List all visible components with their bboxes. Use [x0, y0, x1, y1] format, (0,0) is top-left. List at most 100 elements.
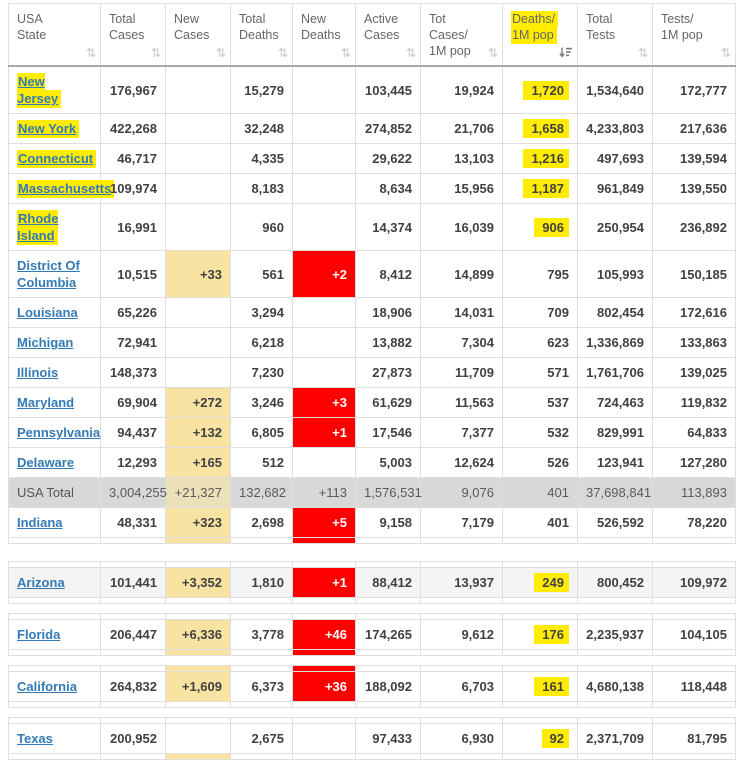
fragment-cell [230, 537, 293, 544]
column-label: Cases [364, 28, 400, 42]
tests-cell: 4,233,803 [577, 113, 653, 144]
tests-cell: 1,761,706 [577, 357, 653, 388]
table-header: USA State ⇅ Total Cases ⇅ New Cases ⇅ Total Deaths… [8, 3, 736, 67]
state-link[interactable]: Massachusetts [17, 180, 115, 198]
column-label: Cases [174, 28, 210, 42]
states-table: USA State ⇅ Total Cases ⇅ New Cases ⇅ Total Deaths… [8, 3, 736, 544]
total_cases-cell: 422,268 [100, 113, 166, 144]
total_deaths-cell: 8,183 [230, 173, 293, 204]
state-link[interactable]: Indiana [17, 515, 63, 530]
tests-cell: 2,235,937 [577, 619, 653, 650]
state-link[interactable]: Rhode Island [17, 210, 59, 245]
fragment-cell [420, 701, 503, 708]
state-link[interactable]: New Jersey [17, 73, 62, 108]
state-link[interactable]: New York [17, 120, 80, 138]
highlighted-value: 1,658 [523, 119, 569, 138]
tests_1m-cell: 127,280 [652, 447, 736, 478]
fragment-cell [230, 753, 293, 760]
fragment-cell [355, 597, 421, 604]
total_cases-cell: 69,904 [100, 387, 166, 418]
tests-cell: 37,698,841 [577, 477, 653, 508]
deaths_1m-cell: 249 [502, 567, 578, 598]
column-header-deaths_1m[interactable]: Deaths/1M pop [502, 3, 578, 67]
tests-cell: 724,463 [577, 387, 653, 418]
state-cell: Illinois [8, 357, 101, 388]
active_cases-cell: 188,092 [355, 671, 421, 702]
highlighted-value: 176 [534, 625, 569, 644]
cases_1m-cell: 14,899 [420, 250, 503, 298]
sort-toggle-icon[interactable]: ⇅ [405, 46, 416, 60]
column-header-total_cases[interactable]: Total Cases ⇅ [100, 3, 166, 67]
state-link[interactable]: Connecticut [17, 150, 97, 168]
state-link[interactable]: Texas [17, 731, 53, 746]
state-row: Arizona 101,441 +3,352 1,810 +1 88,412 13,937 2… [8, 567, 736, 598]
fragment-cell [165, 597, 231, 604]
new_deaths-cell [292, 357, 356, 388]
sort-toggle-icon[interactable]: ⇅ [150, 46, 161, 60]
sort-toggle-icon[interactable]: ⇅ [340, 46, 351, 60]
new_deaths-cell: +36 [292, 671, 356, 702]
tests-cell: 1,336,869 [577, 327, 653, 358]
deaths_1m-cell: 401 [502, 477, 578, 508]
tests_1m-cell: 139,025 [652, 357, 736, 388]
column-header-active_cases[interactable]: Active Cases ⇅ [355, 3, 421, 67]
state-link[interactable]: Illinois [17, 365, 59, 380]
column-header-state[interactable]: USA State ⇅ [8, 3, 101, 67]
total_deaths-cell: 3,246 [230, 387, 293, 418]
active_cases-cell: 88,412 [355, 567, 421, 598]
sort-toggle-icon[interactable]: ⇅ [215, 46, 226, 60]
tests_1m-cell: 104,105 [652, 619, 736, 650]
fragment-cell [230, 701, 293, 708]
sort-toggle-icon[interactable]: ⇅ [720, 46, 731, 60]
tests-cell: 497,693 [577, 143, 653, 174]
active_cases-cell: 18,906 [355, 297, 421, 328]
sort-toggle-icon[interactable]: ⇅ [85, 46, 96, 60]
tests_1m-cell: 150,185 [652, 250, 736, 298]
state-link[interactable]: Florida [17, 627, 61, 642]
highlighted-state-name: Massachusetts [17, 180, 115, 198]
sort-toggle-icon[interactable]: ⇅ [277, 46, 288, 60]
state-link[interactable]: Maryland [17, 395, 75, 410]
state-cell: Rhode Island [8, 203, 101, 251]
column-header-tests[interactable]: Total Tests ⇅ [577, 3, 653, 67]
total_deaths-cell: 3,778 [230, 619, 293, 650]
total_deaths-cell: 132,682 [230, 477, 293, 508]
state-link[interactable]: Michigan [17, 335, 74, 350]
highlighted-value: 1,187 [523, 179, 569, 198]
tests_1m-cell: 236,892 [652, 203, 736, 251]
new_deaths-cell [292, 173, 356, 204]
state-cell: Connecticut [8, 143, 101, 174]
fragment-cell [355, 537, 421, 544]
tests_1m-cell: 133,863 [652, 327, 736, 358]
sort-toggle-icon[interactable]: ⇅ [487, 46, 498, 60]
sort-toggle-icon[interactable]: ⇅ [637, 46, 648, 60]
cropped-row-fragment [8, 665, 736, 672]
state-cell: Louisiana [8, 297, 101, 328]
table-strip-texas: Texas 200,952 2,675 97,433 6,930 92 2,371,709 8… [8, 717, 736, 760]
state-link[interactable]: California [17, 679, 77, 694]
active_cases-cell: 103,445 [355, 65, 421, 114]
column-header-total_deaths[interactable]: Total Deaths ⇅ [230, 3, 293, 67]
fragment-cell [502, 649, 578, 656]
state-cell: California [8, 671, 101, 702]
state-link[interactable]: District Of Columbia [17, 258, 80, 290]
new_cases-cell [165, 297, 231, 328]
cases_1m-cell: 12,624 [420, 447, 503, 478]
state-link[interactable]: Arizona [17, 575, 65, 590]
column-header-new_deaths[interactable]: New Deaths ⇅ [292, 3, 356, 67]
total_cases-cell: 65,226 [100, 297, 166, 328]
state-link[interactable]: Delaware [17, 455, 75, 470]
state-link[interactable]: Pennsylvania [17, 425, 101, 440]
tests-cell: 2,371,709 [577, 723, 653, 754]
fragment-cell [355, 701, 421, 708]
active_cases-cell: 97,433 [355, 723, 421, 754]
column-header-new_cases[interactable]: New Cases ⇅ [165, 3, 231, 67]
column-header-tests_1m[interactable]: Tests/1M pop ⇅ [652, 3, 736, 67]
active_cases-cell: 5,003 [355, 447, 421, 478]
fragment-cell [8, 649, 101, 656]
column-label: Total [239, 12, 266, 26]
sort-desc-icon[interactable] [559, 47, 573, 58]
highlighted-state-name: New Jersey [17, 73, 62, 108]
state-link[interactable]: Louisiana [17, 305, 78, 320]
column-header-cases_1m[interactable]: Tot Cases/1M pop ⇅ [420, 3, 503, 67]
